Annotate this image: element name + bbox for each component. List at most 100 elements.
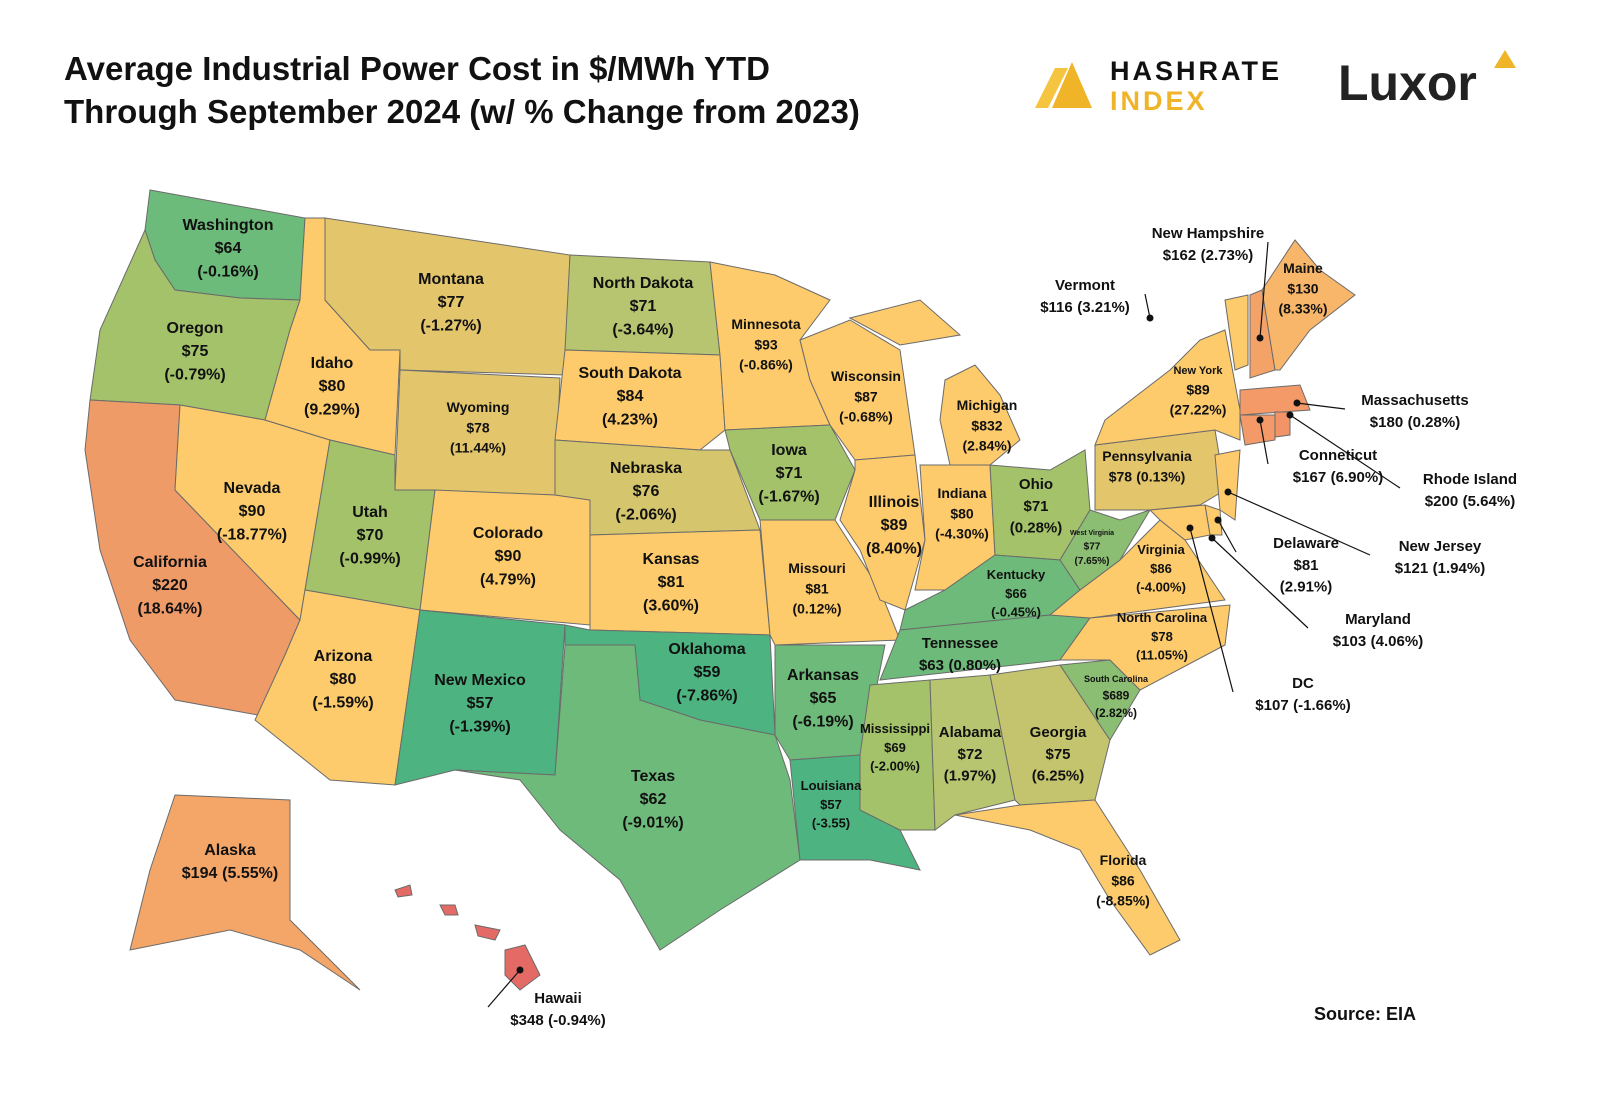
state-name: California (133, 554, 207, 571)
state-name: Minnesota (731, 316, 800, 332)
state-name: Georgia (1030, 724, 1087, 741)
state-price: $71 (776, 465, 803, 482)
state-change: (27.22%) (1170, 402, 1227, 418)
state-price: $162 (1163, 247, 1196, 264)
state-change: (-3.64%) (612, 321, 673, 338)
state-price: $75 (1045, 746, 1070, 763)
state-shape (474, 924, 501, 941)
state-price: $80 (950, 505, 974, 521)
state-price: $220 (152, 577, 188, 594)
leader-dot (516, 966, 524, 974)
state-name: Nevada (224, 480, 281, 497)
state-name: Montana (418, 271, 484, 288)
leader-dot (1256, 334, 1264, 342)
state-change: (-0.86%) (739, 357, 793, 373)
leader-line (1189, 527, 1234, 693)
state-shape (129, 794, 361, 991)
state-name: Delaware (1273, 535, 1339, 552)
state-name: Louisiana (801, 778, 862, 793)
state-name: New Jersey (1399, 538, 1482, 555)
state-shape (954, 799, 1181, 956)
state-price: $200 (1425, 493, 1458, 510)
state-change: (4.06%) (1371, 633, 1424, 650)
state-change: (2.91%) (1280, 579, 1333, 596)
state-name: Kansas (643, 551, 700, 568)
state-change: (18.64%) (138, 600, 203, 617)
state-shape (929, 674, 1016, 831)
title-line: Through September 2024 (w/ % Change from… (64, 93, 860, 130)
logo-text: Luxor (1338, 55, 1477, 111)
state-price: $78 (1151, 629, 1173, 644)
state-price: $77 (438, 294, 465, 311)
state-name: New York (1173, 365, 1223, 377)
state-price: $180 (1370, 414, 1403, 431)
state-name: Arizona (314, 648, 373, 665)
state-name: New Mexico (434, 672, 526, 689)
state-change: (1.97%) (944, 768, 997, 785)
state-change: (0.28%) (1010, 520, 1063, 537)
state-change: (2.84%) (962, 438, 1011, 454)
leader-line (1144, 293, 1151, 319)
state-shape (1148, 504, 1211, 541)
logo-mark (1494, 50, 1516, 68)
state-name: North Carolina (1117, 610, 1208, 625)
leader-dot (1286, 411, 1294, 419)
state-change: (6.90%) (1331, 469, 1384, 486)
state-name: Alaska (204, 842, 256, 859)
state-price: $89 (881, 517, 908, 534)
state-change: (-2.00%) (870, 759, 920, 774)
state-value-line: $162 (2.73%) (1163, 247, 1253, 264)
state-change: (5.55%) (222, 865, 278, 882)
state-price: $348 (510, 1012, 543, 1029)
state-change: (-4.00%) (1136, 580, 1186, 595)
state-price: $89 (1186, 381, 1210, 397)
state-name: Pennsylvania (1102, 448, 1192, 464)
state-name: Tennessee (922, 635, 998, 652)
logo-text: HASHRATE (1110, 56, 1282, 86)
state-change: (0.12%) (792, 601, 841, 617)
state-name: Washington (183, 217, 274, 234)
state-price: $63 (919, 657, 944, 674)
state-name: Mississippi (860, 721, 930, 736)
state-price: $75 (182, 343, 209, 360)
state-shape (939, 364, 1021, 466)
state-shape (1214, 449, 1241, 521)
state-price: $77 (1084, 542, 1101, 553)
leader-dot (1293, 399, 1301, 407)
state-price: $90 (239, 503, 266, 520)
states (84, 189, 1356, 991)
state-change: (2.82%) (1095, 706, 1137, 720)
state-shape (454, 644, 801, 951)
state-change: (3.21%) (1077, 299, 1130, 316)
leader-dot (1186, 524, 1194, 532)
state-change: (-0.99%) (339, 550, 400, 567)
state-price: $81 (658, 574, 685, 591)
state-change: (-0.16%) (197, 263, 258, 280)
state-value-line: $348 (-0.94%) (510, 1012, 605, 1029)
state-value-line: $78 (0.13%) (1109, 468, 1186, 484)
state-labels: Washington $64 (-0.16%) Oregon $75 (-0.79%) Ca… (133, 217, 1517, 1029)
leader-line (487, 969, 521, 1008)
state-value-line: $121 (1.94%) (1395, 560, 1485, 577)
state-change: (-8.85%) (1096, 893, 1150, 909)
state-value-line: $194 (5.55%) (182, 865, 278, 882)
state-price: $64 (215, 240, 242, 257)
state-change: (-0.94%) (548, 1012, 606, 1029)
state-name: Virginia (1137, 542, 1185, 557)
state-name: West Virginia (1070, 530, 1114, 537)
leader-line (1259, 419, 1269, 465)
state-price: $78 (1109, 468, 1133, 484)
state-shape (848, 299, 962, 346)
state-price: $832 (971, 417, 1002, 433)
state-name: Vermont (1055, 277, 1115, 294)
state-change: (0.80%) (949, 657, 1002, 674)
state-price: $70 (357, 527, 384, 544)
state-name: Alabama (939, 724, 1002, 741)
state-name: Michigan (957, 397, 1018, 413)
state-name: Hawaii (534, 990, 582, 1007)
state-name: South Dakota (578, 365, 681, 382)
leader-line (1289, 414, 1401, 489)
state-value-line: $103 (4.06%) (1333, 633, 1423, 650)
leader-dot (1146, 314, 1154, 322)
